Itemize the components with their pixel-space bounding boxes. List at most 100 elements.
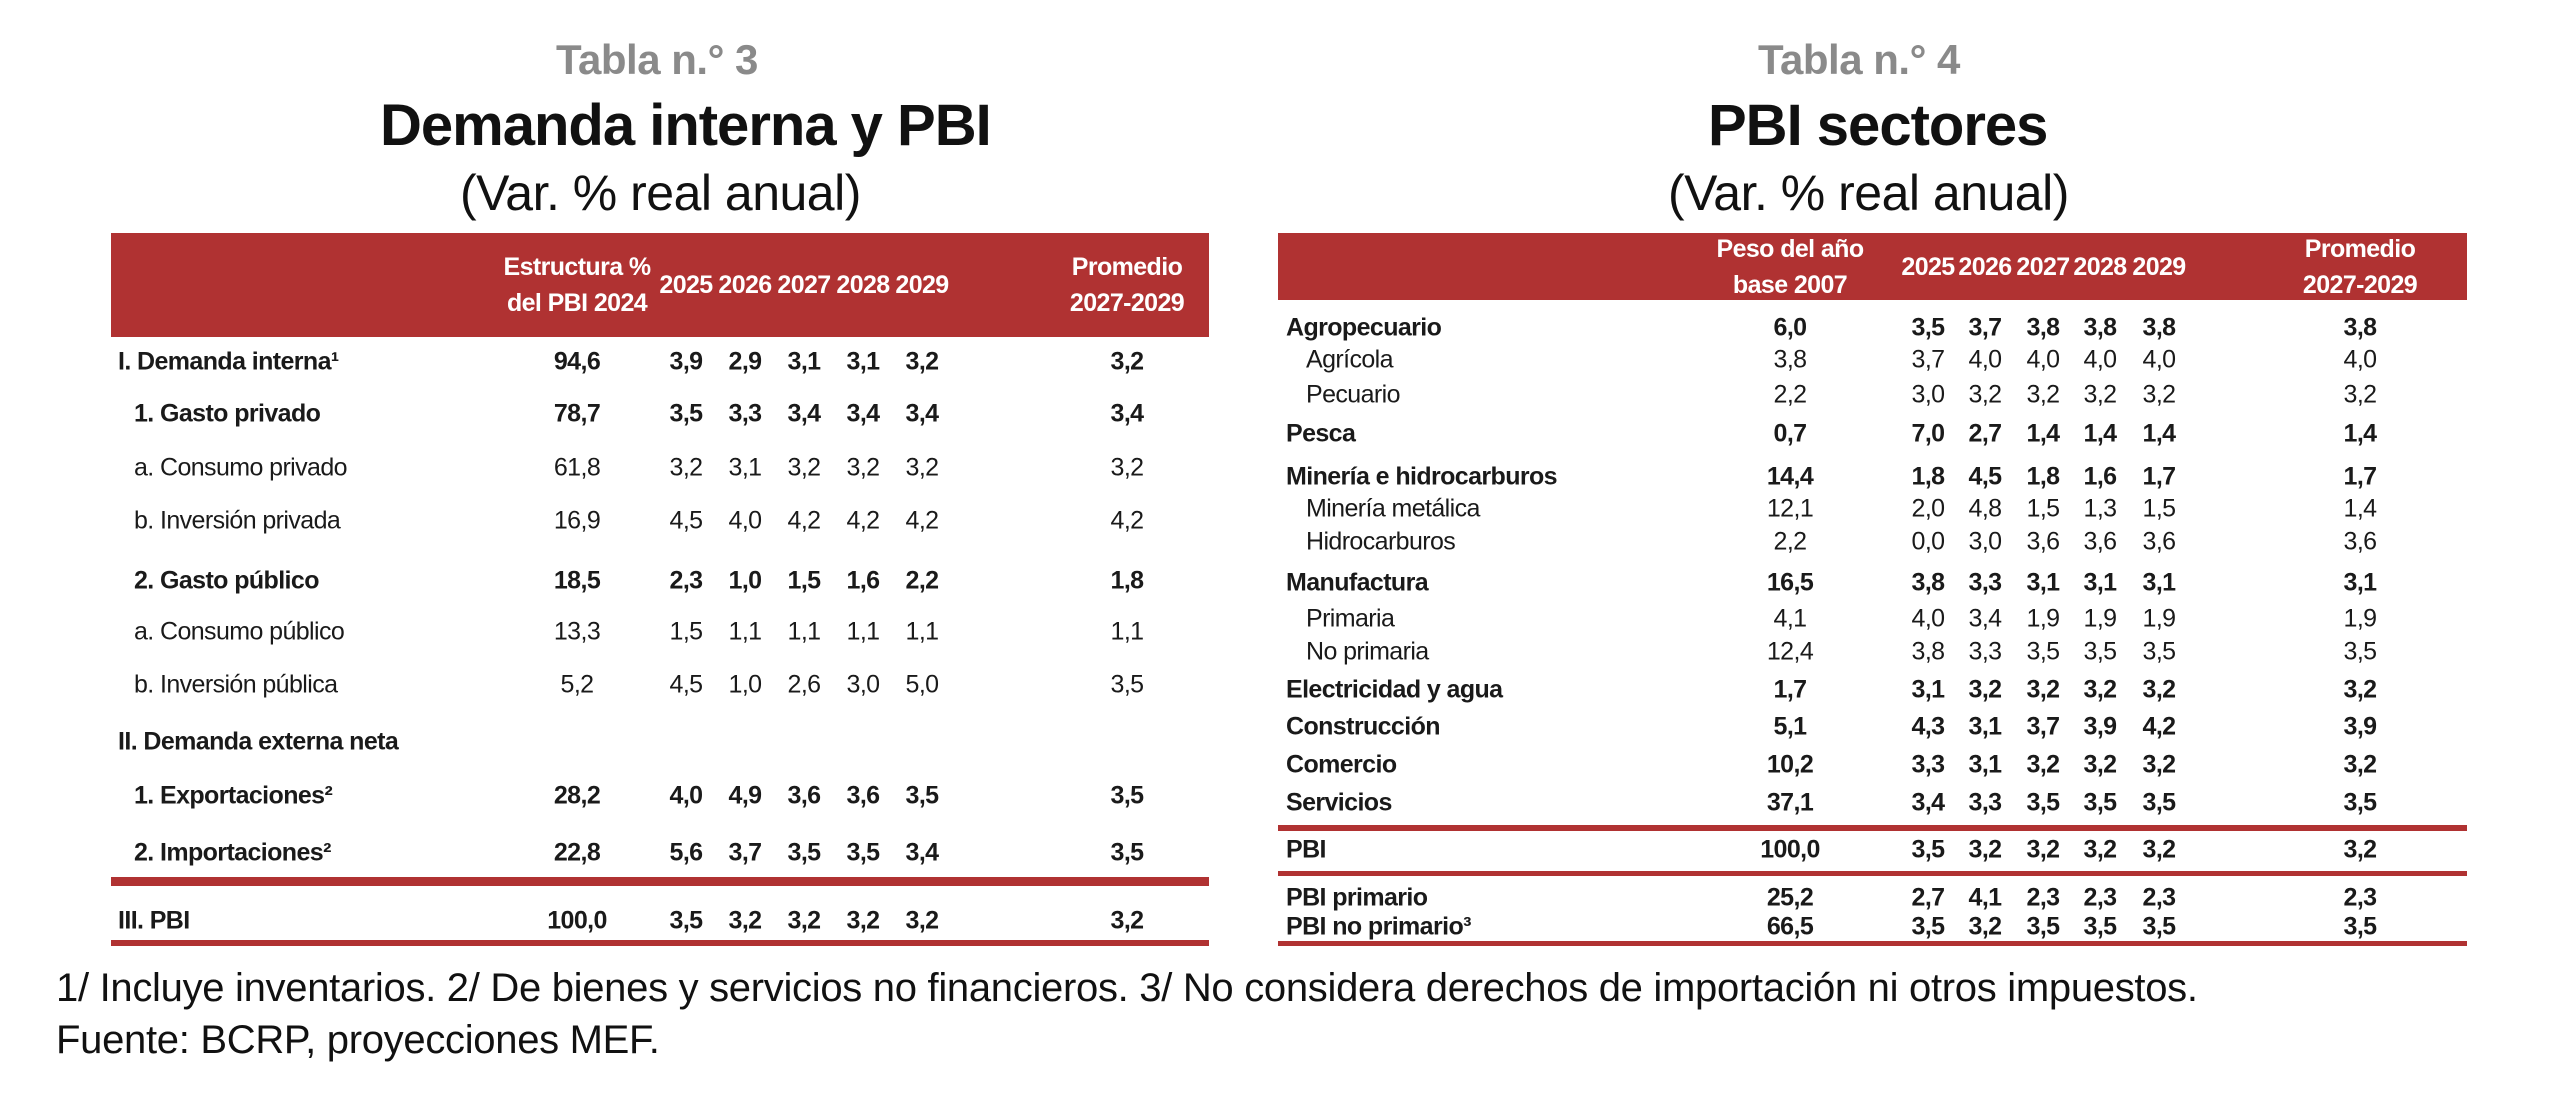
table-cell: 3,8 <box>2343 313 2378 342</box>
table-cell: 3,2 <box>2083 750 2118 779</box>
table-cell: 4,5 <box>1968 462 2003 491</box>
table-cell: 4,8 <box>1968 494 2003 523</box>
row-label: II. Demanda externa neta <box>118 727 399 756</box>
table-cell: 3,8 <box>2026 313 2061 342</box>
row-label: Servicios <box>1286 788 1392 817</box>
table-cell: 3,2 <box>1110 347 1145 376</box>
row-label: Construcción <box>1286 712 1441 741</box>
table-cell: 3,2 <box>2026 380 2061 409</box>
table-cell: 1,0 <box>728 566 763 595</box>
table-cell: 3,5 <box>1911 835 1946 864</box>
table-cell: 12,1 <box>1766 494 1814 523</box>
table-cell: 3,5 <box>846 838 881 867</box>
table-cell: 1,1 <box>846 617 881 646</box>
table4-title: PBI sectores <box>1708 93 2048 158</box>
column-header: 2027 <box>2016 252 2070 281</box>
table4-number: Tabla n.° 4 <box>1758 36 1960 83</box>
table-cell: 3,5 <box>2026 637 2061 666</box>
table-cell: 3,2 <box>2142 750 2177 779</box>
table-cell: 3,2 <box>846 453 881 482</box>
table-cell: 66,5 <box>1766 912 1814 941</box>
table-cell: 3,8 <box>1773 345 1808 374</box>
table-cell: 1,9 <box>2142 604 2177 633</box>
table-cell: 3,2 <box>2343 750 2378 779</box>
header-band <box>1278 233 2467 300</box>
table-cell: 4,2 <box>905 506 940 535</box>
table-cell: 3,2 <box>2083 380 2118 409</box>
table-cell: 4,1 <box>1773 604 1808 633</box>
table-cell: 3,7 <box>1968 313 2003 342</box>
table-cell: 4,0 <box>728 506 763 535</box>
row-label: Pecuario <box>1306 380 1400 409</box>
table-cell: 1,4 <box>2343 419 2378 448</box>
table-cell: 3,6 <box>787 781 822 810</box>
table-cell: 2,3 <box>669 566 704 595</box>
table-cell: 3,5 <box>2083 788 2118 817</box>
table-cell: 3,0 <box>1968 527 2003 556</box>
table-cell: 3,4 <box>1968 604 2003 633</box>
table-cell: 4,0 <box>2026 345 2061 374</box>
row-label: No primaria <box>1306 637 1429 666</box>
table-cell: 3,2 <box>2343 835 2378 864</box>
table-cell: 3,2 <box>2083 835 2118 864</box>
table-cell: 0,0 <box>1911 527 1946 556</box>
table-cell: 4,0 <box>2083 345 2118 374</box>
table-cell: 3,2 <box>2142 675 2177 704</box>
table4-subtitle: (Var. % real anual) <box>1668 165 2069 221</box>
table-cell: 3,6 <box>2083 527 2118 556</box>
table-cell: 4,2 <box>2142 712 2177 741</box>
table-cell: 1,9 <box>2083 604 2118 633</box>
row-label: PBI <box>1286 835 1326 864</box>
table-cell: 3,3 <box>1968 637 2003 666</box>
divider <box>111 877 1209 886</box>
table-cell: 1,8 <box>2026 462 2061 491</box>
table-cell: 3,2 <box>1968 835 2003 864</box>
table-cell: 3,5 <box>1110 781 1145 810</box>
table-cell: 18,5 <box>553 566 601 595</box>
table-cell: 3,5 <box>1911 313 1946 342</box>
table-cell: 5,2 <box>560 670 595 699</box>
table3-subtitle: (Var. % real anual) <box>460 165 861 221</box>
column-header: 2026 <box>1958 252 2012 281</box>
table-cell: 3,0 <box>846 670 881 699</box>
row-label: Minería metálica <box>1306 494 1480 523</box>
table-cell: 3,9 <box>2343 712 2378 741</box>
table-cell: 2,9 <box>728 347 763 376</box>
divider <box>1278 825 2467 831</box>
table-cell: 16,9 <box>553 506 601 535</box>
row-label: Electricidad y agua <box>1286 675 1503 704</box>
table-cell: 3,5 <box>2142 637 2177 666</box>
table-cell: 3,2 <box>2343 380 2378 409</box>
table-cell: 3,2 <box>787 453 822 482</box>
table-cell: 3,8 <box>1911 568 1946 597</box>
table-cell: 3,4 <box>905 399 940 428</box>
table-cell: 3,2 <box>1968 912 2003 941</box>
column-header: 2028 <box>836 271 890 299</box>
table-cell: 3,8 <box>1911 637 1946 666</box>
table-cell: 13,3 <box>553 617 601 646</box>
table-cell: 3,4 <box>787 399 822 428</box>
table-cell: 3,2 <box>905 347 940 376</box>
table-cell: 3,8 <box>2142 313 2177 342</box>
table-cell: 3,2 <box>2343 675 2378 704</box>
table-cell: 1,4 <box>2343 494 2378 523</box>
table-cell: 3,7 <box>1911 345 1946 374</box>
table-cell: 3,2 <box>2026 750 2061 779</box>
table-cell: 2,7 <box>1968 419 2003 448</box>
column-header: Peso del año base 2007 <box>1716 234 1864 299</box>
table-cell: 4,0 <box>1911 604 1946 633</box>
table-cell: 5,1 <box>1773 712 1808 741</box>
table-cell: 4,0 <box>669 781 704 810</box>
table-cell: 3,2 <box>669 453 704 482</box>
table-cell: 4,2 <box>787 506 822 535</box>
row-label: Minería e hidrocarburos <box>1286 462 1558 491</box>
table-cell: 5,6 <box>669 838 704 867</box>
column-header: 2027 <box>777 271 831 299</box>
row-label: Primaria <box>1306 604 1395 633</box>
table-cell: 3,1 <box>1968 750 2003 779</box>
row-label: b. Inversión pública <box>134 670 338 699</box>
row-label: 1. Exportaciones² <box>134 781 333 810</box>
header-band <box>111 233 1209 337</box>
table-cell: 3,5 <box>787 838 822 867</box>
table-cell: 3,2 <box>2026 835 2061 864</box>
